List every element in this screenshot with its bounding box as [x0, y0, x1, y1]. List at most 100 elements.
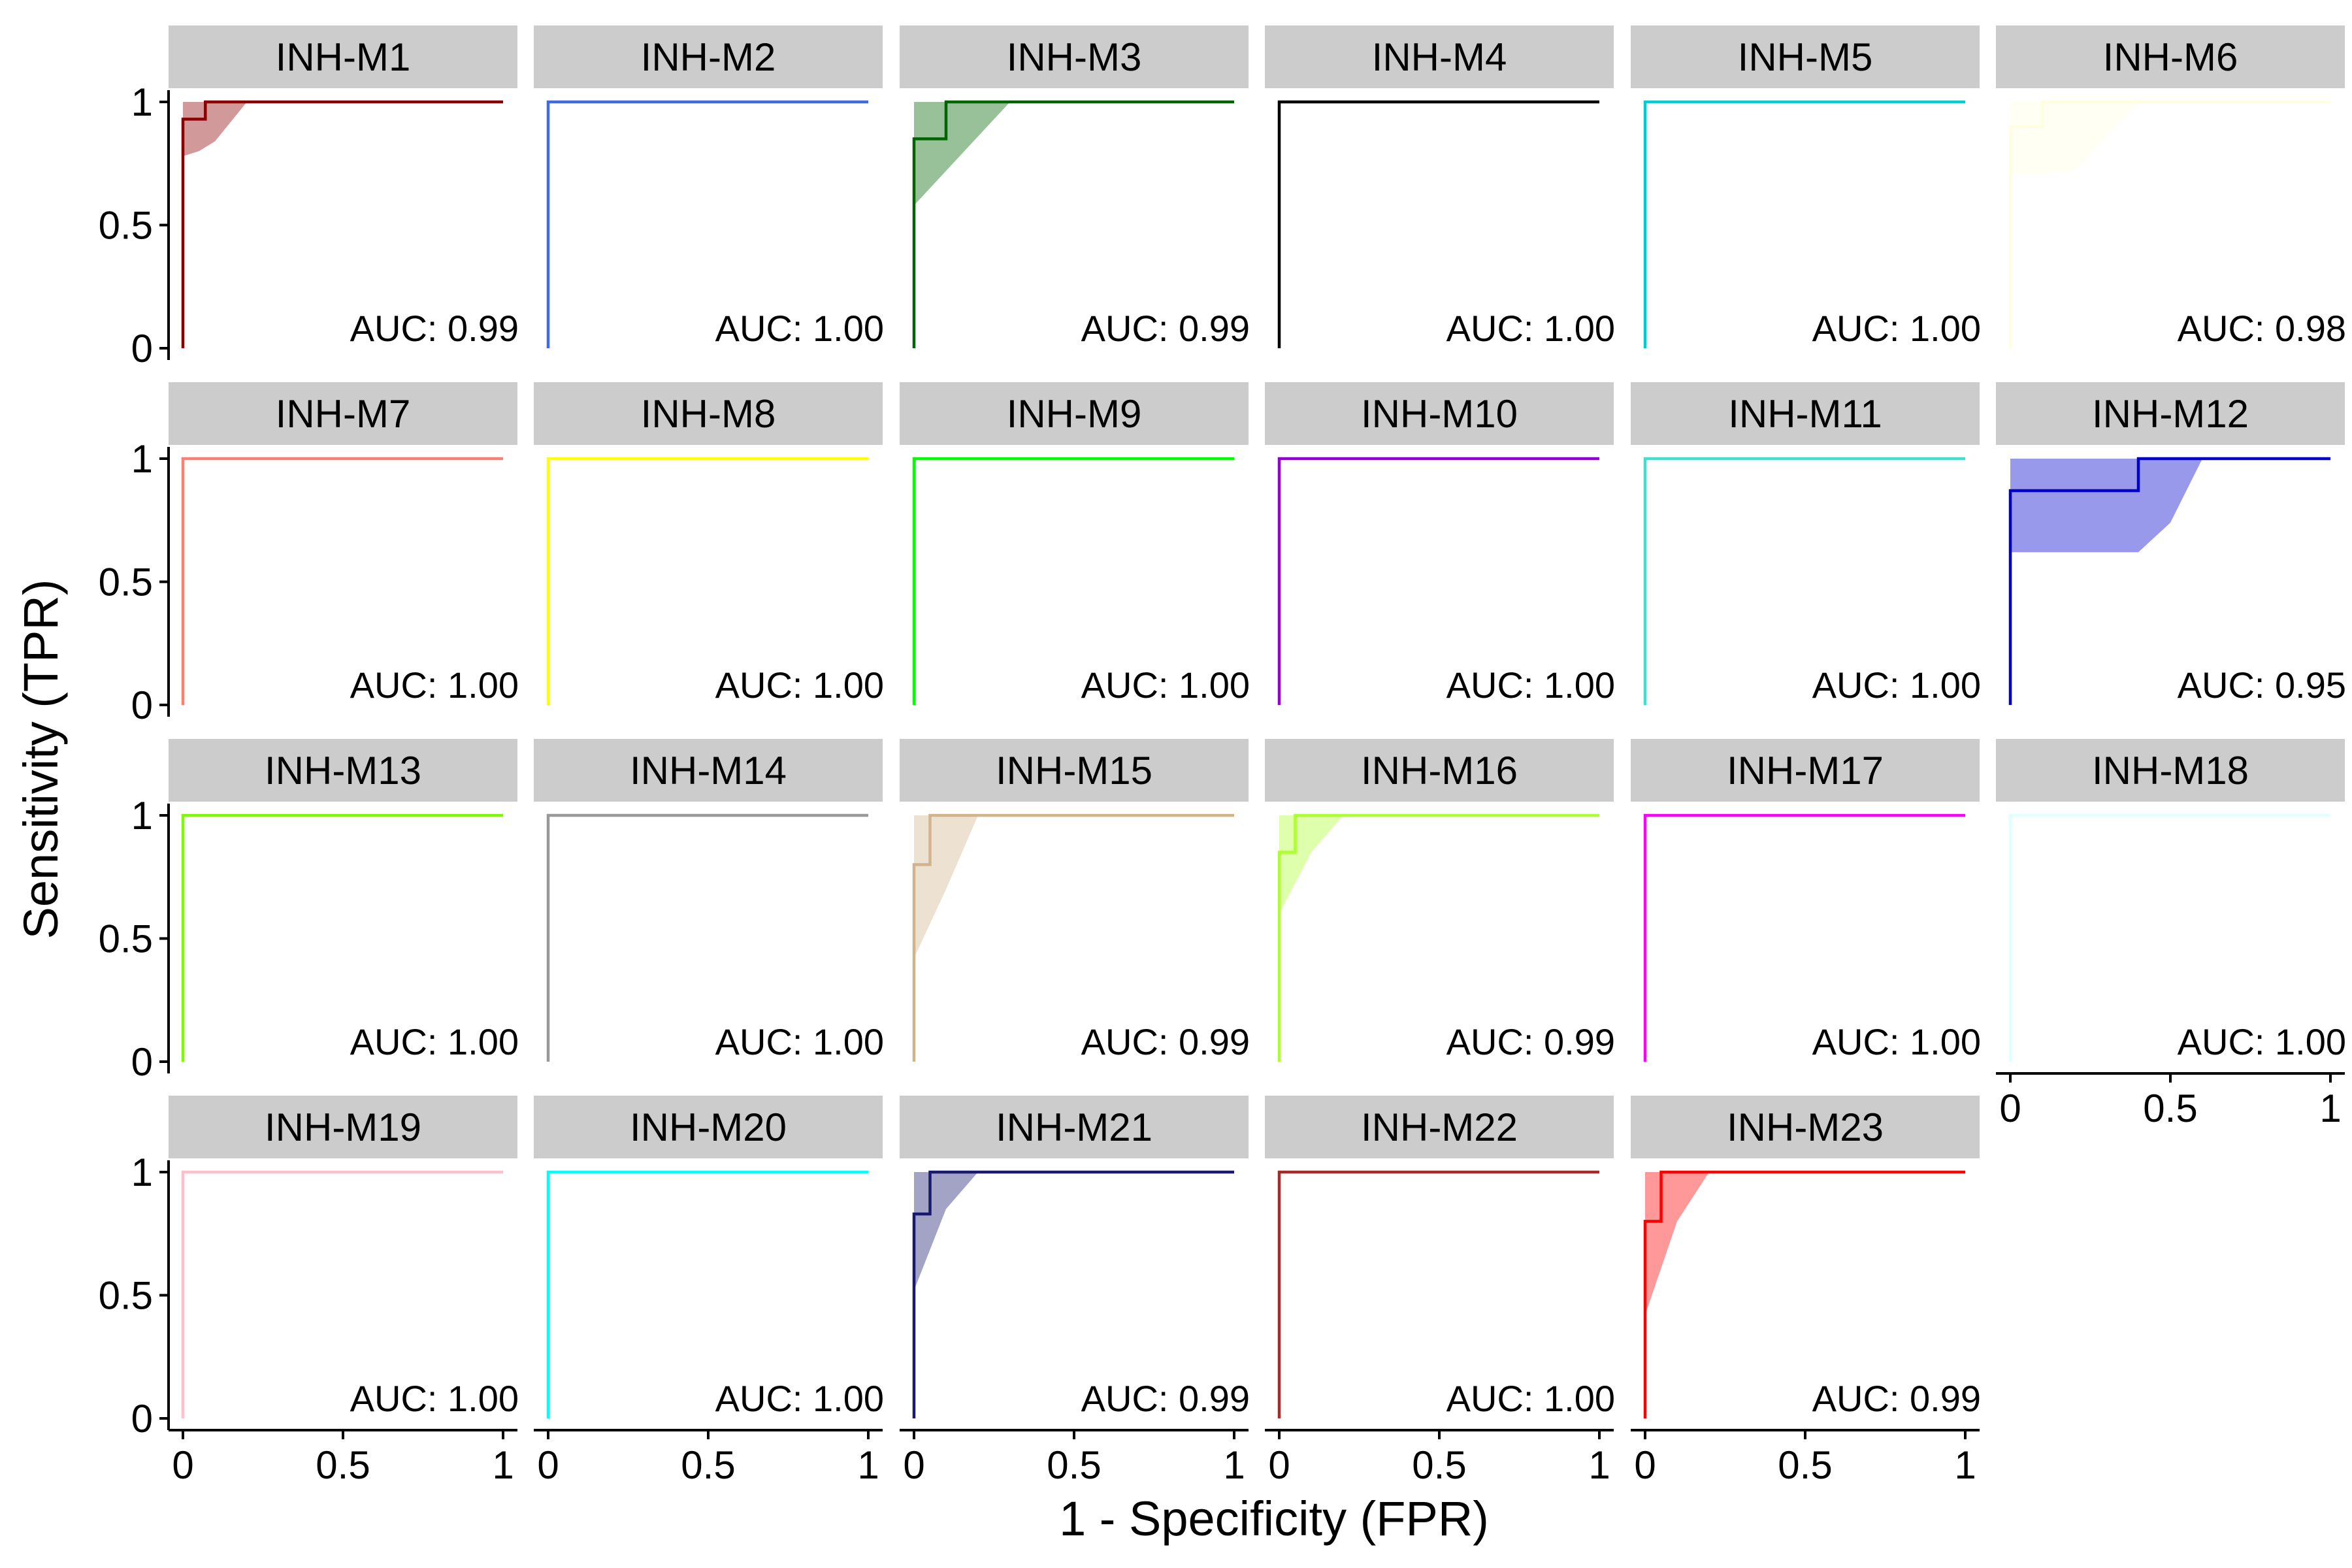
facet-strip-label: INH-M18: [2092, 749, 2249, 792]
facet-strip: [900, 382, 1249, 445]
facet-strip-label: INH-M15: [996, 749, 1152, 792]
x-tick-label: 0.5: [1412, 1443, 1466, 1487]
x-tick-label: 0: [1268, 1443, 1290, 1487]
auc-label: AUC: 0.99: [1081, 308, 1250, 349]
panel-inh-m9: INH-M9 AUC: 1.00: [900, 382, 1250, 706]
y-tick-label: 0.5: [99, 1274, 153, 1318]
roc-curve: [546, 813, 868, 1062]
x-tick-label: 0: [903, 1443, 924, 1487]
y-tick-label: 0: [131, 327, 153, 370]
panel-inh-m5: INH-M5 AUC: 1.00: [1631, 25, 1981, 349]
y-tick-label: 0: [131, 1040, 153, 1084]
facet-strip: [1265, 25, 1614, 88]
panel-inh-m6: INH-M6 AUC: 0.98: [1996, 25, 2346, 349]
y-tick-label: 1: [131, 80, 153, 124]
roc-curve: [546, 457, 868, 705]
roc-curve: [546, 1170, 868, 1418]
roc-curve: [912, 1170, 1234, 1418]
auc-label: AUC: 0.99: [1812, 1378, 1981, 1419]
facet-strip-label: INH-M11: [1728, 392, 1882, 436]
facet-strip: [169, 1096, 517, 1158]
facet-strip: [169, 382, 517, 445]
panel-inh-m1: INH-M1 AUC: 0.99 0 0.5 1: [99, 25, 519, 370]
facet-strip: [534, 739, 883, 802]
x-tick-label: 0.5: [2143, 1086, 2197, 1130]
roc-curve: [181, 100, 503, 348]
x-tick-label: 0: [537, 1443, 559, 1487]
facet-strip-label: INH-M23: [1727, 1105, 1884, 1149]
auc-label: AUC: 1.00: [1446, 308, 1615, 349]
roc-curve: [1643, 1170, 1965, 1418]
panel-inh-m10: INH-M10 AUC: 1.00: [1265, 382, 1615, 706]
y-tick-label: 0.5: [99, 917, 153, 961]
facet-strip-label: INH-M5: [1738, 35, 1873, 79]
roc-curve: [1643, 100, 1965, 348]
facet-strip-label: INH-M3: [1007, 35, 1142, 79]
auc-label: AUC: 1.00: [715, 308, 884, 349]
auc-label: AUC: 1.00: [715, 664, 884, 706]
roc-curve: [1643, 457, 1965, 705]
roc-curve: [546, 100, 868, 348]
auc-label: AUC: 1.00: [350, 1378, 519, 1419]
auc-label: AUC: 0.99: [350, 308, 519, 349]
x-tick-label: 1: [1954, 1443, 1976, 1487]
y-tick-label: 0.5: [99, 204, 153, 248]
panel-inh-m4: INH-M4 AUC: 1.00: [1265, 25, 1615, 349]
roc-curve: [2008, 457, 2330, 705]
roc-curve: [1643, 813, 1965, 1062]
facet-strip: [1631, 739, 1980, 802]
x-tick-label: 0.5: [316, 1443, 370, 1487]
panel-inh-m15: INH-M15 AUC: 0.99: [900, 739, 1250, 1062]
facet-strip-label: INH-M2: [641, 35, 776, 79]
facet-strip: [169, 25, 517, 88]
facet-strip: [1265, 1096, 1614, 1158]
y-axis-title: Sensitivity (TPR): [14, 580, 68, 939]
y-tick-label: 0: [131, 1397, 153, 1441]
facet-strip-label: INH-M21: [996, 1105, 1152, 1149]
facet-strip-label: INH-M7: [276, 392, 411, 436]
x-tick-label: 1: [857, 1443, 879, 1487]
ci-band: [2010, 459, 2330, 553]
facet-strip-label: INH-M9: [1007, 392, 1142, 436]
x-tick-label: 0: [172, 1443, 193, 1487]
x-tick-label: 1: [1588, 1443, 1610, 1487]
panel-inh-m7: INH-M7 AUC: 1.00 0 0.5 1: [99, 382, 519, 727]
auc-label: AUC: 1.00: [1812, 664, 1981, 706]
facet-strip: [1265, 739, 1614, 802]
roc-curve: [181, 1170, 503, 1418]
y-tick-label: 1: [131, 437, 153, 481]
roc-curve: [1277, 100, 1599, 348]
panel-inh-m12: INH-M12 AUC: 0.95: [1996, 382, 2346, 706]
auc-label: AUC: 1.00: [1812, 308, 1981, 349]
panel-inh-m2: INH-M2 AUC: 1.00: [534, 25, 884, 349]
facet-strip-label: INH-M20: [630, 1105, 787, 1149]
roc-curve: [912, 813, 1234, 1062]
facet-strip: [900, 1096, 1249, 1158]
panel-inh-m21: INH-M21 AUC: 0.99 0 0.5 1: [900, 1096, 1250, 1487]
ci-band: [914, 815, 1234, 958]
roc-curve: [912, 100, 1234, 348]
x-tick-label: 0.5: [1778, 1443, 1832, 1487]
auc-label: AUC: 0.99: [1081, 1021, 1250, 1062]
panel-inh-m11: INH-M11 AUC: 1.00: [1631, 382, 1981, 706]
facet-strip: [1996, 739, 2345, 802]
auc-label: AUC: 0.99: [1446, 1021, 1615, 1062]
auc-label: AUC: 1.00: [350, 664, 519, 706]
auc-label: AUC: 1.00: [350, 1021, 519, 1062]
y-tick-label: 0.5: [99, 561, 153, 604]
ci-band: [183, 102, 503, 156]
roc-curve: [1277, 813, 1599, 1062]
auc-label: AUC: 1.00: [1446, 1378, 1615, 1419]
auc-label: AUC: 0.95: [2178, 664, 2346, 706]
facet-strip: [534, 1096, 883, 1158]
panel-inh-m3: INH-M3 AUC: 0.99: [900, 25, 1250, 349]
facet-strip: [1631, 382, 1980, 445]
panel-inh-m19: INH-M19 AUC: 1.00 0 0.5 1 0 0.5 1: [99, 1096, 519, 1487]
x-tick-label: 0: [1634, 1443, 1656, 1487]
panel-inh-m17: INH-M17 AUC: 1.00: [1631, 739, 1981, 1062]
facet-strip-label: INH-M14: [630, 749, 787, 792]
roc-curve: [1277, 457, 1599, 705]
facet-strip-label: INH-M17: [1727, 749, 1884, 792]
facet-strip: [169, 739, 517, 802]
